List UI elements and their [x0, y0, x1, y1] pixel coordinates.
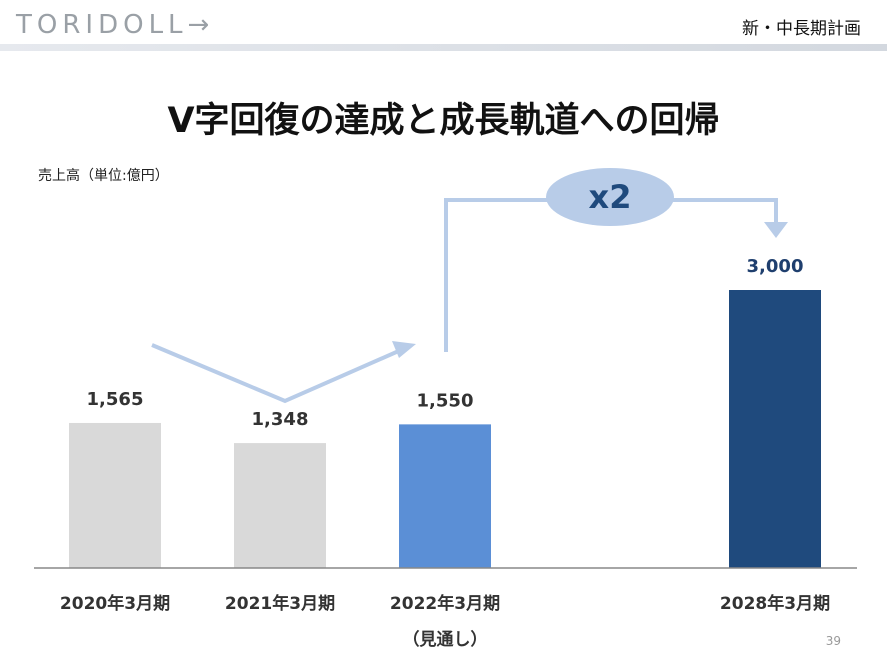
multiplier-label: x2 — [589, 178, 632, 216]
category-label-0: 2020年3月期 — [60, 593, 170, 614]
value-label-3: 3,000 — [747, 256, 804, 277]
value-label-2: 1,550 — [417, 390, 474, 411]
v-recovery-arrowhead — [392, 341, 416, 358]
category-label-3: 2028年3月期 — [720, 593, 830, 614]
category-label-1: 2021年3月期 — [225, 593, 335, 614]
toridoll-logo: TORIDOLL→ — [16, 10, 215, 40]
unit-label: 売上高（単位:億円） — [38, 168, 169, 184]
page-number: 39 — [825, 634, 841, 648]
value-label-0: 1,565 — [87, 389, 144, 410]
multiplier-bubble — [546, 168, 674, 226]
bar-3 — [729, 290, 821, 568]
category-sublabel-2: （見通し） — [403, 629, 488, 650]
slide-title: V字回復の達成と成長軌道への回帰 — [167, 101, 720, 141]
header-divider — [0, 44, 887, 51]
growth-arrowhead — [764, 222, 788, 238]
section-label: 新・中長期計画 — [742, 19, 861, 39]
v-recovery-arrow — [151, 343, 411, 404]
category-label-2: 2022年3月期 — [390, 593, 500, 614]
bar-2 — [399, 424, 491, 568]
bar-1 — [234, 443, 326, 568]
bar-0 — [69, 422, 161, 568]
value-label-1: 1,348 — [252, 409, 309, 430]
